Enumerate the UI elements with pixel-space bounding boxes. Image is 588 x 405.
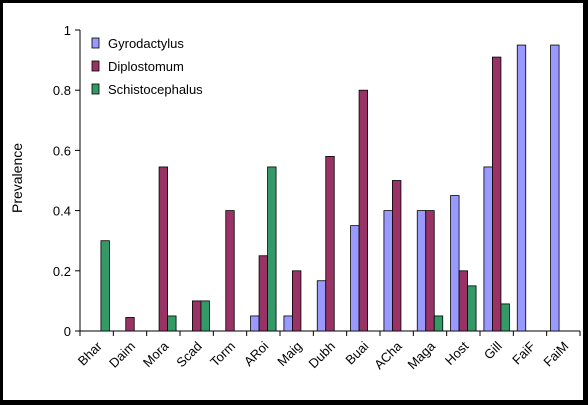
x-tick-label: FaiF xyxy=(509,338,538,367)
bar-diplostomum-daim xyxy=(125,317,135,332)
bar-gyrodactylus-aroi xyxy=(250,315,260,332)
x-tick-label: Scad xyxy=(173,339,205,371)
y-tick-label: 0.6 xyxy=(53,143,71,158)
bar-schistocephalus-aroi xyxy=(267,166,277,332)
bar-schistocephalus-host xyxy=(467,285,477,332)
legend-label: Gyrodactylus xyxy=(108,36,184,51)
bar-diplostomum-torm xyxy=(225,210,235,332)
x-tick-label: Buai xyxy=(342,338,371,367)
legend-label: Schistocephalus xyxy=(108,82,203,97)
bar-gyrodactylus-faim xyxy=(550,44,560,332)
bar-gyrodactylus-acha xyxy=(383,210,393,332)
x-tick-label: ARoi xyxy=(241,338,272,369)
bar-schistocephalus-scad xyxy=(200,300,210,332)
bar-diplostomum-maig xyxy=(292,270,302,332)
chart-frame: 0 0.2 0.4 0.6 0.8 1 Bhar Daim Mora Scad Torm ARoi Ma… xyxy=(3,3,583,400)
bar-diplostomum-gill xyxy=(492,56,502,332)
legend-label: Diplostomum xyxy=(108,59,184,74)
bar-gyrodactylus-maga xyxy=(416,210,427,332)
bar-diplostomum-host xyxy=(458,270,468,332)
bar-schistocephalus-maga xyxy=(433,315,444,332)
x-tick-label: Dubh xyxy=(306,339,339,372)
x-tick-label: Daim xyxy=(106,339,138,371)
legend-swatch xyxy=(91,37,100,49)
x-tick-label: Maga xyxy=(405,338,439,372)
bar-diplostomum-aroi xyxy=(258,255,268,332)
bar-diplostomum-buai xyxy=(358,89,368,332)
x-tick-label: Gill xyxy=(481,338,505,362)
bar-diplostomum-dubh xyxy=(325,156,335,332)
y-tick-label: 0.4 xyxy=(53,204,71,219)
x-tick-label: Maig xyxy=(274,339,305,370)
bar-gyrodactylus-gill xyxy=(483,166,493,332)
x-tick-label: FaiM xyxy=(540,339,571,370)
bar-gyrodactylus-dubh xyxy=(316,280,327,332)
bar-diplostomum-mora xyxy=(158,166,168,332)
legend: Gyrodactylus Diplostomum Schistocephalus xyxy=(91,36,203,97)
y-axis-title: Prevalence xyxy=(9,143,25,213)
bar-gyrodactylus-host xyxy=(450,195,460,332)
x-tick-label: Mora xyxy=(140,338,172,370)
y-tick-label: 0 xyxy=(64,324,71,339)
bar-diplostomum-maga xyxy=(425,210,435,332)
bar-diplostomum-acha xyxy=(392,180,402,332)
bar-schistocephalus-bhar xyxy=(100,240,110,332)
bar-schistocephalus-gill xyxy=(500,303,510,332)
x-tick-label: Bhar xyxy=(75,338,105,368)
legend-swatch xyxy=(91,60,100,72)
x-tick-label: ACha xyxy=(371,338,405,372)
legend-swatch xyxy=(91,83,100,95)
bar-gyrodactylus-maig xyxy=(283,315,293,332)
y-tick-label: 0.8 xyxy=(53,83,71,98)
bar-gyrodactylus-buai xyxy=(350,225,360,332)
x-tick-label: Host xyxy=(442,338,472,368)
y-tick-label: 0.2 xyxy=(53,264,71,279)
bar-gyrodactylus-faif xyxy=(516,44,527,332)
bar-schistocephalus-mora xyxy=(167,315,177,332)
x-tick-label: Torm xyxy=(207,339,238,370)
y-tick-label: 1 xyxy=(64,23,71,38)
bars xyxy=(100,44,560,332)
bar-diplostomum-scad xyxy=(192,300,202,332)
